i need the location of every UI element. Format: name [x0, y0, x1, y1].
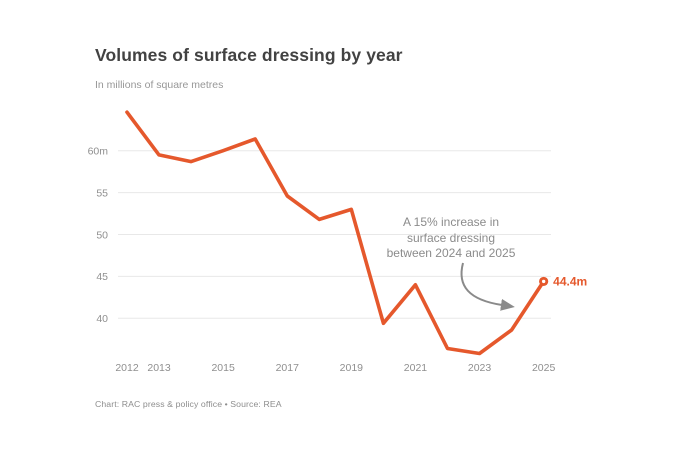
annotation-line-2: surface dressing	[406, 230, 496, 245]
y-tick-label: 45	[96, 271, 108, 283]
page-subtitle: In millions of square metres	[95, 79, 224, 91]
end-point-marker-center	[541, 279, 546, 284]
y-tick-label: 55	[96, 187, 108, 199]
x-tick-label: 2025	[532, 362, 556, 374]
x-tick-label: 2021	[404, 362, 428, 374]
data-line	[125, 110, 546, 356]
chart-area: 60m 55 50 45 40 2012 2013 2015 2017 2019 2021 2023 2…	[85, 100, 605, 380]
page-title: Volumes of surface dressing by year	[95, 45, 403, 65]
annotation-line-3: between 2024 and 2025	[386, 246, 516, 260]
x-tick-label: 2015	[211, 362, 235, 374]
annotation-line-1: A 15% increase in	[402, 215, 500, 229]
y-tick-label: 60m	[88, 146, 109, 158]
line-chart-svg: 60m 55 50 45 40 2012 2013 2015 2017 2019 2021 2023 2…	[88, 110, 587, 374]
x-tick-label: 2012	[115, 362, 139, 374]
end-point-value-label: 44.4m	[553, 275, 587, 289]
x-tick-label: 2023	[468, 362, 492, 374]
annotation-text: A 15% increase in surface dressing betwe…	[371, 215, 531, 262]
annotation-arrow	[460, 262, 515, 311]
x-tick-label: 2017	[276, 362, 300, 374]
x-tick-label: 2019	[340, 362, 364, 374]
y-tick-label: 50	[96, 229, 108, 241]
y-tick-label: 40	[96, 313, 108, 325]
x-tick-label: 2013	[147, 362, 171, 374]
footer-credit: Chart: RAC press & policy office • Sourc…	[95, 399, 282, 409]
